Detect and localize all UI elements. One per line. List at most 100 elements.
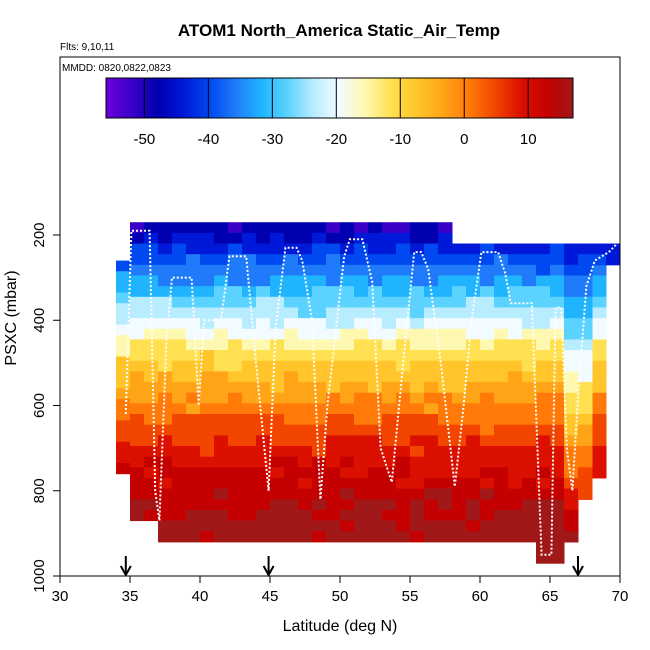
heatmap-cell <box>242 275 257 287</box>
heatmap-cell <box>270 296 285 308</box>
heatmap-cell <box>326 318 341 330</box>
heatmap-cell <box>550 371 565 383</box>
heatmap-cell <box>242 243 257 255</box>
heatmap-cell <box>480 296 495 308</box>
heatmap-cell <box>354 435 369 447</box>
heatmap-cell <box>452 477 467 490</box>
heatmap-cell <box>522 477 537 490</box>
heatmap-cell <box>452 296 467 308</box>
heatmap-cell <box>200 350 215 362</box>
heatmap-cell <box>508 339 523 351</box>
heatmap-cell <box>186 499 201 511</box>
heatmap-cell <box>494 360 509 372</box>
heatmap-cell <box>466 371 481 383</box>
heatmap-cell <box>242 509 257 522</box>
heatmap-cell <box>200 339 215 351</box>
heatmap-cell <box>228 243 243 255</box>
heatmap-cell <box>340 318 355 330</box>
heatmap-cell <box>410 403 425 415</box>
heatmap-cell <box>452 467 467 479</box>
heatmap-cell <box>326 264 341 276</box>
heatmap-cell <box>228 488 243 500</box>
heatmap-cell <box>214 424 229 436</box>
heatmap-cell <box>424 456 439 468</box>
heatmap-cell <box>550 328 565 340</box>
heatmap-cell <box>578 360 593 372</box>
heatmap-cell <box>564 307 579 319</box>
heatmap-cell <box>466 318 481 330</box>
heatmap-cell <box>564 264 579 276</box>
heatmap-cell <box>172 424 187 436</box>
heatmap-cell <box>214 403 229 415</box>
heatmap-cell <box>242 531 257 543</box>
heatmap-cell <box>298 403 313 415</box>
heatmap-cell <box>550 424 565 436</box>
heatmap-cell <box>438 392 453 404</box>
heatmap-cell <box>410 499 425 511</box>
heatmap-cell <box>368 488 383 500</box>
heatmap-cell <box>228 477 243 490</box>
heatmap-cell <box>438 350 453 362</box>
heatmap-cell <box>564 424 579 436</box>
heatmap-cell <box>494 499 509 511</box>
heatmap-cell <box>480 307 495 319</box>
heatmap-cell <box>494 488 509 500</box>
heatmap-cell <box>326 360 341 372</box>
heatmap-cell <box>270 488 285 500</box>
heatmap-cell <box>326 286 341 298</box>
heatmap-cell <box>438 286 453 298</box>
heatmap-cell <box>186 264 201 276</box>
heatmap-cell <box>466 424 481 436</box>
heatmap-cell <box>340 403 355 415</box>
heatmap-cell <box>130 264 145 276</box>
heatmap-cell <box>354 339 369 351</box>
heatmap-cell <box>410 467 425 479</box>
heatmap-cell <box>172 520 187 532</box>
heatmap-cell <box>396 286 411 298</box>
heatmap-cell <box>228 371 243 383</box>
heatmap-cell <box>158 296 173 308</box>
heatmap-cell <box>214 509 229 522</box>
heatmap-cell <box>312 499 327 511</box>
heatmap-cell <box>578 488 593 500</box>
heatmap-cell <box>228 318 243 330</box>
heatmap-cell <box>214 392 229 404</box>
heatmap-cell <box>158 392 173 404</box>
heatmap-cell <box>550 520 565 532</box>
heatmap-cell <box>326 477 341 490</box>
heatmap-cell <box>158 232 173 245</box>
heatmap-cell <box>354 477 369 490</box>
heatmap-cell <box>256 435 271 447</box>
heatmap-cell <box>410 328 425 340</box>
heatmap-cell <box>536 403 551 415</box>
heatmap-cell <box>228 414 243 426</box>
heatmap-cell <box>144 456 159 468</box>
heatmap-cell <box>424 445 439 458</box>
heatmap-cell <box>200 445 215 458</box>
heatmap-cell <box>522 360 537 372</box>
heatmap-cell <box>256 328 271 340</box>
heatmap-cell <box>214 456 229 468</box>
heatmap-cell <box>480 264 495 276</box>
heatmap-cell <box>326 445 341 458</box>
heatmap-cell <box>354 307 369 319</box>
heatmap-cell <box>158 318 173 330</box>
heatmap-cell <box>536 499 551 511</box>
heatmap-cell <box>172 477 187 490</box>
heatmap-cell <box>298 445 313 458</box>
heatmap-cell <box>312 350 327 362</box>
colorbar-tick-label: -30 <box>261 131 283 148</box>
heatmap-cell <box>256 222 271 234</box>
heatmap-cell <box>214 222 229 234</box>
heatmap-cell <box>410 424 425 436</box>
heatmap-cell <box>326 382 341 394</box>
heatmap-cell <box>410 414 425 426</box>
heatmap-cell <box>284 339 299 351</box>
heatmap-cell <box>452 382 467 394</box>
heatmap-cell <box>480 254 495 266</box>
heatmap-cell <box>396 307 411 319</box>
heatmap-cell <box>172 414 187 426</box>
heatmap-cell <box>424 307 439 319</box>
heatmap-cell <box>536 328 551 340</box>
heatmap-cell <box>396 254 411 266</box>
